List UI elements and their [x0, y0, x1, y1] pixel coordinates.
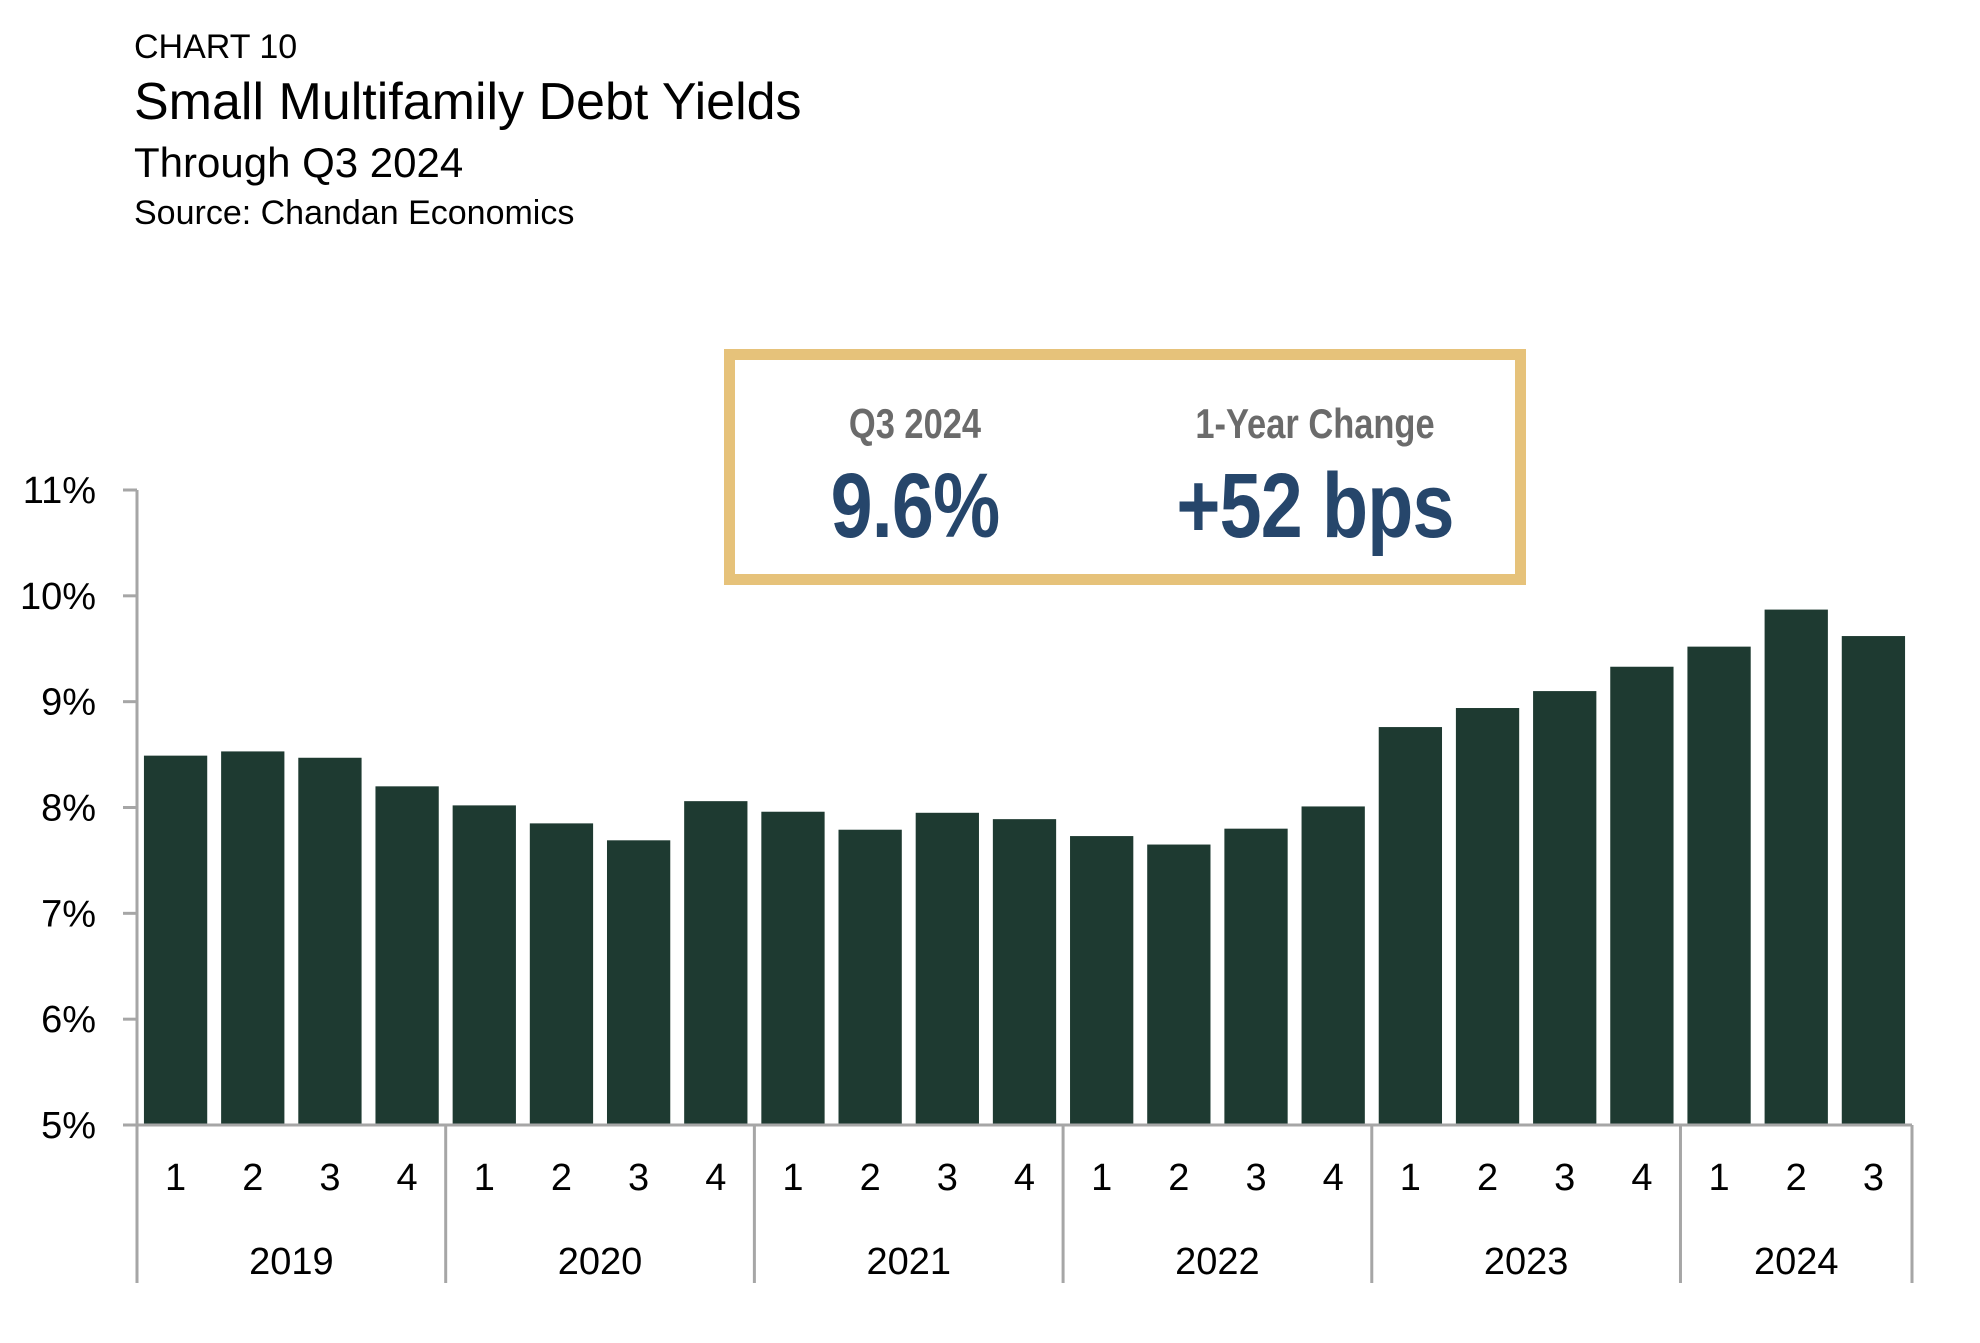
- year-label: 2022: [1175, 1241, 1260, 1283]
- bar: [375, 786, 439, 1125]
- bar: [1378, 727, 1443, 1125]
- year-label: 2023: [1484, 1241, 1569, 1283]
- one-year-change-stat: 1-Year Change +52 bps: [1135, 400, 1495, 559]
- bar: [992, 819, 1057, 1125]
- one-year-change-label: 1-Year Change: [1195, 400, 1435, 447]
- bar: [1841, 636, 1906, 1125]
- y-tick-label: 8%: [41, 788, 96, 830]
- y-tick-label: 9%: [41, 682, 96, 724]
- bar: [606, 840, 671, 1125]
- year-label: 2021: [866, 1241, 951, 1283]
- quarter-label: 4: [1014, 1157, 1035, 1199]
- bar: [1301, 806, 1365, 1125]
- quarter-label: 3: [1245, 1157, 1266, 1199]
- quarter-label: 1: [1400, 1157, 1421, 1199]
- bar: [1764, 609, 1828, 1125]
- quarter-label: 2: [551, 1157, 572, 1199]
- quarter-label: 4: [1323, 1157, 1344, 1199]
- bar: [1610, 666, 1674, 1125]
- quarter-label: 3: [937, 1157, 958, 1199]
- quarter-label: 3: [628, 1157, 649, 1199]
- quarter-label: 4: [705, 1157, 726, 1199]
- quarter-label: 2: [1786, 1157, 1807, 1199]
- quarter-label: 3: [319, 1157, 340, 1199]
- quarter-label: 2: [242, 1157, 263, 1199]
- year-label: 2019: [249, 1241, 334, 1283]
- y-tick-label: 6%: [41, 999, 96, 1041]
- bar: [1687, 646, 1751, 1125]
- quarter-label: 2: [1168, 1157, 1189, 1199]
- bar: [1533, 691, 1597, 1125]
- bar: [221, 751, 285, 1125]
- bar: [1224, 828, 1288, 1125]
- quarter-label: 3: [1554, 1157, 1575, 1199]
- bar: [1070, 836, 1134, 1125]
- quarter-label: 2: [1477, 1157, 1498, 1199]
- bar: [915, 812, 979, 1125]
- quarter-label: 1: [782, 1157, 803, 1199]
- quarter-label: 2: [860, 1157, 881, 1199]
- summary-callout: Q3 2024 9.6% 1-Year Change +52 bps: [724, 349, 1526, 585]
- bar: [1147, 844, 1211, 1125]
- quarter-label: 3: [1863, 1157, 1884, 1199]
- chart-source: Source: Chandan Economics: [134, 194, 575, 232]
- bar: [298, 757, 362, 1125]
- bar: [684, 801, 748, 1125]
- bar: [529, 823, 594, 1125]
- chart-label: CHART 10: [134, 28, 298, 66]
- current-yield-value: 9.6%: [830, 455, 1000, 557]
- y-tick-label: 7%: [41, 893, 96, 935]
- year-label: 2020: [558, 1241, 643, 1283]
- current-yield-stat: Q3 2024 9.6%: [795, 400, 1035, 559]
- chart-subtitle: Through Q3 2024: [134, 139, 464, 186]
- quarter-label: 1: [1708, 1157, 1729, 1199]
- bar: [1455, 708, 1520, 1125]
- y-tick-label: 11%: [23, 470, 96, 512]
- one-year-change-value: +52 bps: [1176, 455, 1454, 557]
- quarter-label: 4: [397, 1157, 418, 1199]
- y-tick-label: 10%: [20, 576, 96, 618]
- quarter-label: 1: [1091, 1157, 1112, 1199]
- chart-title: Small Multifamily Debt Yields: [134, 73, 802, 131]
- year-label: 2024: [1754, 1241, 1839, 1283]
- bar: [143, 755, 208, 1125]
- bar: [761, 811, 825, 1125]
- current-yield-label: Q3 2024: [848, 400, 982, 447]
- y-tick-label: 5%: [41, 1105, 96, 1147]
- bar: [838, 829, 902, 1125]
- quarter-label: 4: [1631, 1157, 1652, 1199]
- bar: [452, 805, 516, 1125]
- quarter-label: 1: [474, 1157, 495, 1199]
- quarter-label: 1: [165, 1157, 186, 1199]
